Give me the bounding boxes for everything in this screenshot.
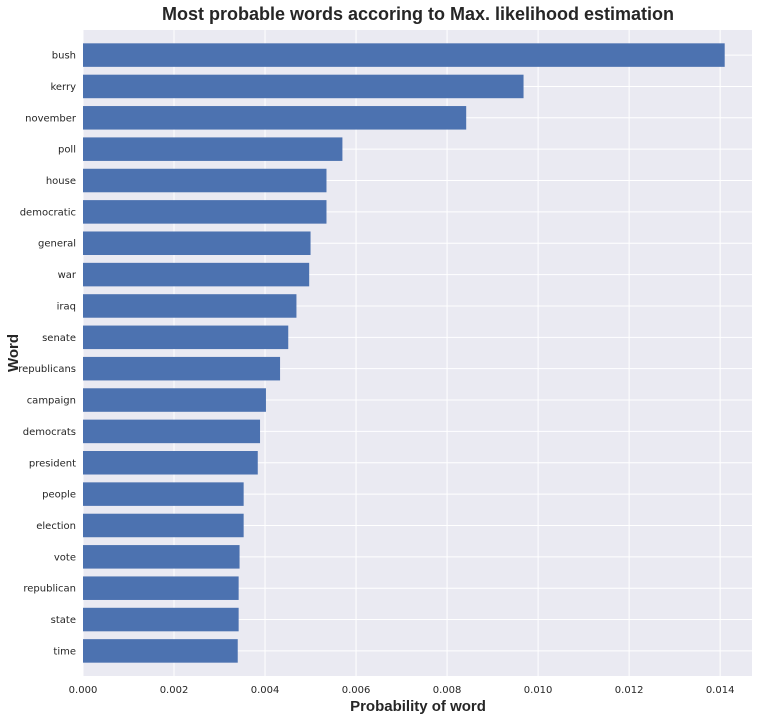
bar-democrats — [83, 419, 261, 444]
bar-democratic — [83, 200, 327, 224]
y-tick-label: war — [58, 270, 77, 281]
x-tick-label: 0.012 — [615, 685, 644, 696]
bar-president — [83, 450, 258, 475]
bars — [83, 43, 725, 663]
bar-war — [83, 262, 310, 287]
y-tick-labels: bush kerry november poll house democratic gene… — [18, 51, 77, 658]
y-tick-label: state — [51, 615, 76, 626]
y-tick-label: time — [53, 646, 76, 657]
x-tick-label: 0.002 — [160, 685, 189, 696]
y-tick-label: iraq — [57, 301, 76, 312]
y-axis-title: Word — [5, 334, 22, 372]
bar-november — [83, 106, 467, 130]
x-axis-title: Probability of word — [350, 698, 486, 715]
bar-republican — [83, 576, 239, 600]
bar-republicans — [83, 356, 281, 381]
bar-vote — [83, 545, 240, 569]
y-tick-label: campaign — [27, 396, 76, 407]
x-tick-labels: 0.000 0.002 0.004 0.006 0.008 0.010 0.012 0.014 — [69, 685, 735, 696]
bar-bush — [83, 43, 725, 67]
bar-campaign — [83, 388, 266, 412]
y-tick-label: poll — [58, 145, 76, 156]
x-tick-label: 0.006 — [342, 685, 371, 696]
bar-poll — [83, 137, 343, 161]
chart-title: Most probable words accoring to Max. lik… — [162, 4, 674, 24]
x-tick-label: 0.008 — [433, 685, 462, 696]
x-tick-label: 0.010 — [524, 685, 553, 696]
x-tick-label: 0.000 — [69, 685, 98, 696]
y-tick-label: vote — [54, 552, 76, 563]
y-tick-label: president — [29, 458, 76, 469]
x-tick-label: 0.004 — [251, 685, 280, 696]
y-tick-label: republican — [23, 584, 76, 595]
bar-general — [83, 231, 311, 256]
y-tick-label: people — [42, 490, 76, 501]
bar-house — [83, 168, 327, 193]
bar-senate — [83, 325, 289, 350]
y-tick-label: bush — [52, 51, 76, 62]
y-tick-label: november — [25, 113, 77, 124]
y-tick-label: democratic — [20, 207, 76, 218]
y-tick-label: general — [38, 239, 76, 250]
bar-people — [83, 482, 244, 506]
y-tick-label: kerry — [50, 82, 76, 93]
y-tick-label: democrats — [23, 427, 76, 438]
y-tick-label: senate — [42, 333, 76, 344]
bar-state — [83, 607, 239, 632]
y-tick-label: house — [46, 176, 76, 187]
y-tick-label: election — [36, 521, 76, 532]
x-tick-label: 0.014 — [706, 685, 735, 696]
bar-iraq — [83, 294, 297, 318]
bar-kerry — [83, 74, 524, 99]
y-tick-label: republicans — [18, 364, 76, 375]
bar-time — [83, 639, 238, 663]
bar-election — [83, 513, 244, 538]
